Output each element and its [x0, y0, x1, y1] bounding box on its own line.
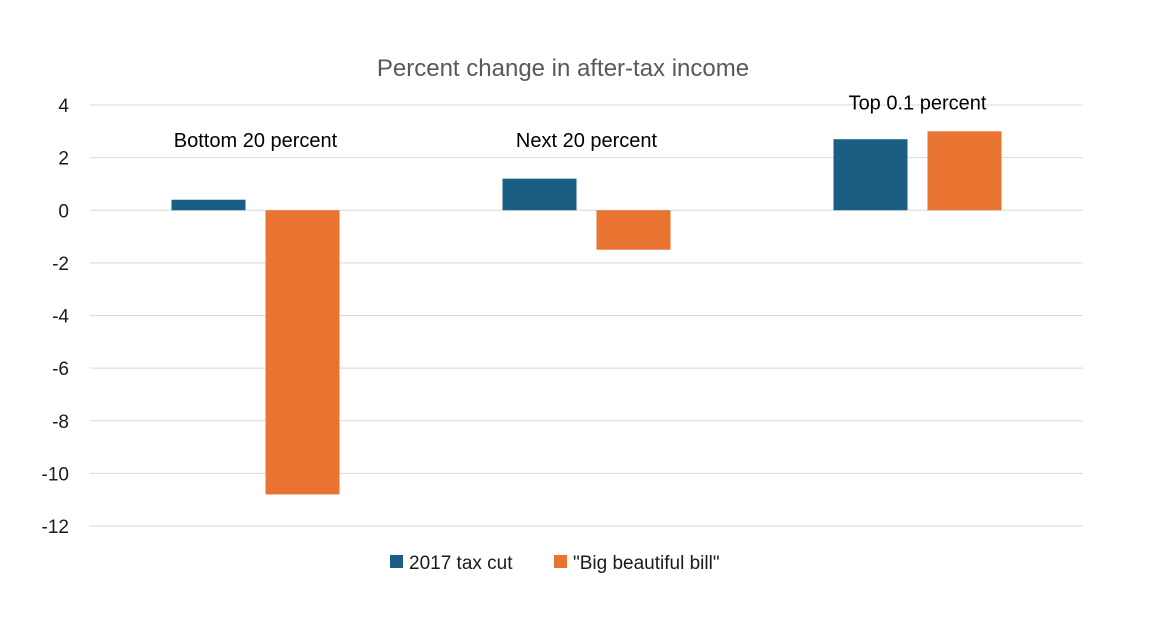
gridlines	[90, 104, 1083, 527]
legend-swatch-2017-tax-cut	[390, 555, 403, 568]
bar	[927, 131, 1002, 211]
category-labels: Bottom 20 percent Next 20 percent Top 0.1 …	[174, 92, 987, 152]
y-tick-label: -6	[52, 359, 69, 380]
legend: 2017 tax cut "Big beautiful bill"	[390, 553, 720, 574]
y-axis-ticks: 4 2 0 -2 -4 -6 -8 -10 -12	[42, 96, 70, 538]
category-label: Top 0.1 percent	[849, 92, 987, 114]
y-tick-label: -4	[52, 307, 69, 328]
y-tick-label: 0	[58, 201, 69, 222]
category-label: Bottom 20 percent	[174, 130, 338, 152]
bar	[833, 139, 908, 211]
legend-label-big-beautiful-bill: "Big beautiful bill"	[573, 553, 720, 574]
bar	[265, 210, 340, 495]
bar	[596, 210, 671, 250]
chart-title: Percent change in after-tax income	[377, 55, 749, 82]
y-tick-label: 4	[58, 96, 69, 117]
y-tick-label: -10	[42, 464, 69, 485]
y-tick-label: -12	[42, 517, 69, 538]
y-tick-label: -8	[52, 412, 69, 433]
bar	[502, 178, 577, 211]
legend-swatch-big-beautiful-bill	[554, 555, 567, 568]
bars	[171, 131, 1002, 495]
y-tick-label: 2	[58, 149, 69, 170]
legend-label-2017-tax-cut: 2017 tax cut	[409, 553, 513, 574]
bar	[171, 199, 246, 211]
category-label: Next 20 percent	[516, 130, 658, 152]
y-tick-label: -2	[52, 254, 69, 275]
